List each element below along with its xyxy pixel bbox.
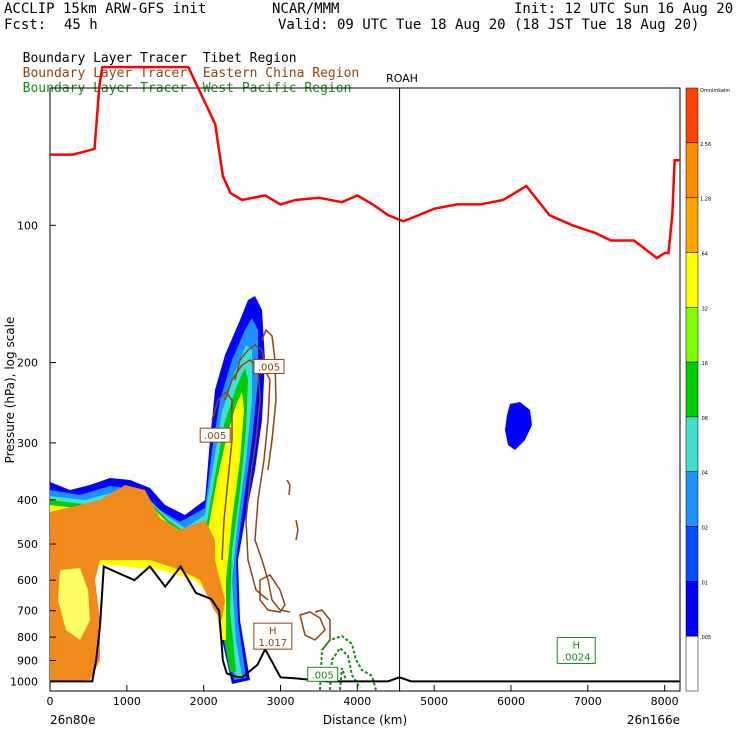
eastern-china-contour <box>224 359 269 601</box>
west-pacific-contours <box>319 634 377 691</box>
y-tick-label: 1000 <box>10 675 38 688</box>
y-tick-label: 100 <box>17 219 38 232</box>
y-tick-label: 400 <box>17 494 38 507</box>
eastern-china-contour <box>286 479 291 496</box>
contour-label-box <box>253 358 285 374</box>
legend-region: Eastern China Region <box>202 66 360 81</box>
colorbar-label: .04 <box>700 471 708 477</box>
colorbar-swatch <box>685 581 699 637</box>
y-tick-label: 700 <box>17 605 38 618</box>
contour-label: .005 <box>312 670 334 681</box>
tracer-orange <box>50 485 225 682</box>
west-pacific-contour <box>329 646 361 691</box>
y-tick-label: 900 <box>17 654 38 667</box>
tracer-light-yellow <box>58 568 90 640</box>
colorbar-label: .16 <box>700 361 708 367</box>
x-tick-label: 0 <box>47 695 54 708</box>
eastern-china-contour <box>314 609 331 651</box>
y-tick-label: 600 <box>17 574 38 587</box>
h-label-value: 1.017 <box>258 638 287 649</box>
colorbar-label: .32 <box>700 306 708 312</box>
colorbar-label: .64 <box>700 251 708 257</box>
start-location-label: 26n80e <box>50 713 96 727</box>
colorbar-swatch <box>685 87 699 144</box>
h-label-letter: H <box>269 626 277 637</box>
y-tick-label: 300 <box>17 437 38 450</box>
eastern-china-contour <box>299 611 326 641</box>
x-axis-label: Distance (km) <box>323 713 407 727</box>
contour-label: .005 <box>204 431 226 442</box>
x-tick-label: 6000 <box>497 695 525 708</box>
x-tick-label: 7000 <box>574 695 602 708</box>
contour-label: .005 <box>258 362 280 373</box>
colorbar-label: .01 <box>700 580 708 586</box>
colorbar-label: 2.56 <box>700 142 711 148</box>
y-tick-label: 500 <box>17 538 38 551</box>
west-pacific-contour <box>339 667 347 691</box>
plot-frame <box>49 87 681 692</box>
colorbar-swatch <box>685 635 699 692</box>
tracer-outlier-blue <box>505 402 532 450</box>
x-tick-label: 5000 <box>420 695 448 708</box>
colorbar-swatch <box>685 416 699 472</box>
fcst-value: 45 h <box>64 17 98 33</box>
h-label-value: .0024 <box>562 652 591 663</box>
x-tick-label: 1000 <box>113 695 141 708</box>
colorbar-label: Omnimkeim <box>700 88 730 94</box>
contour-label-box <box>199 427 231 443</box>
h-label-box <box>253 622 293 650</box>
legend-region: Tibet Region <box>202 51 297 66</box>
org-label: NCAR/MMM <box>272 1 340 17</box>
init-time: Init: 12 UTC Sun 16 Aug 20 <box>514 1 734 17</box>
legend-prefix: Boundary Layer Tracer <box>22 66 188 81</box>
eastern-china-contour <box>295 519 299 541</box>
legend-entry-tibet: Boundary Layer Tracer Tibet Region <box>7 36 297 66</box>
colorbar-label: .02 <box>700 526 708 532</box>
legend-entry-eastern-china: Boundary Layer Tracer Eastern China Regi… <box>7 51 360 81</box>
colorbar-swatch <box>685 252 699 308</box>
colorbar-swatch <box>685 142 699 198</box>
colorbar-swatch <box>685 471 699 527</box>
eastern-china-contour <box>234 344 291 613</box>
x-tick-label: 4000 <box>343 695 371 708</box>
colorbar-label: .08 <box>700 416 708 422</box>
colorbar-label: 1.28 <box>700 197 711 203</box>
colorbar-label: .005 <box>700 635 711 641</box>
colorbar-swatch <box>685 197 699 253</box>
fcst-label: Fcst: <box>4 17 47 33</box>
tropopause-line <box>50 65 680 260</box>
end-location-label: 26n166e <box>627 713 680 727</box>
colorbar-swatch <box>685 361 699 418</box>
y-tick-label: 200 <box>17 357 38 370</box>
valid-time: Valid: 09 UTC Tue 18 Aug 20 (18 JST Tue … <box>278 17 700 33</box>
h-label-box <box>556 636 596 664</box>
contour-label-box <box>307 666 339 682</box>
colorbar-swatch <box>685 307 699 363</box>
h-label-letter: H <box>573 640 581 651</box>
vertical-marker-label: ROAH <box>386 72 418 85</box>
tracer-shading <box>50 296 532 684</box>
model-title: ACCLIP 15km ARW-GFS init <box>4 1 207 17</box>
eastern-china-contour <box>259 574 286 613</box>
x-tick-label: 8000 <box>651 695 679 708</box>
legend-prefix: Boundary Layer Tracer <box>22 51 188 66</box>
y-axis-label: Pressure (hPa), log scale <box>3 317 17 464</box>
y-tick-label: 800 <box>17 631 38 644</box>
x-tick-label: 3000 <box>266 695 294 708</box>
colorbar-swatch <box>685 526 699 582</box>
terrain-line <box>50 564 680 683</box>
x-tick-label: 2000 <box>190 695 218 708</box>
eastern-china-contour <box>211 390 233 561</box>
